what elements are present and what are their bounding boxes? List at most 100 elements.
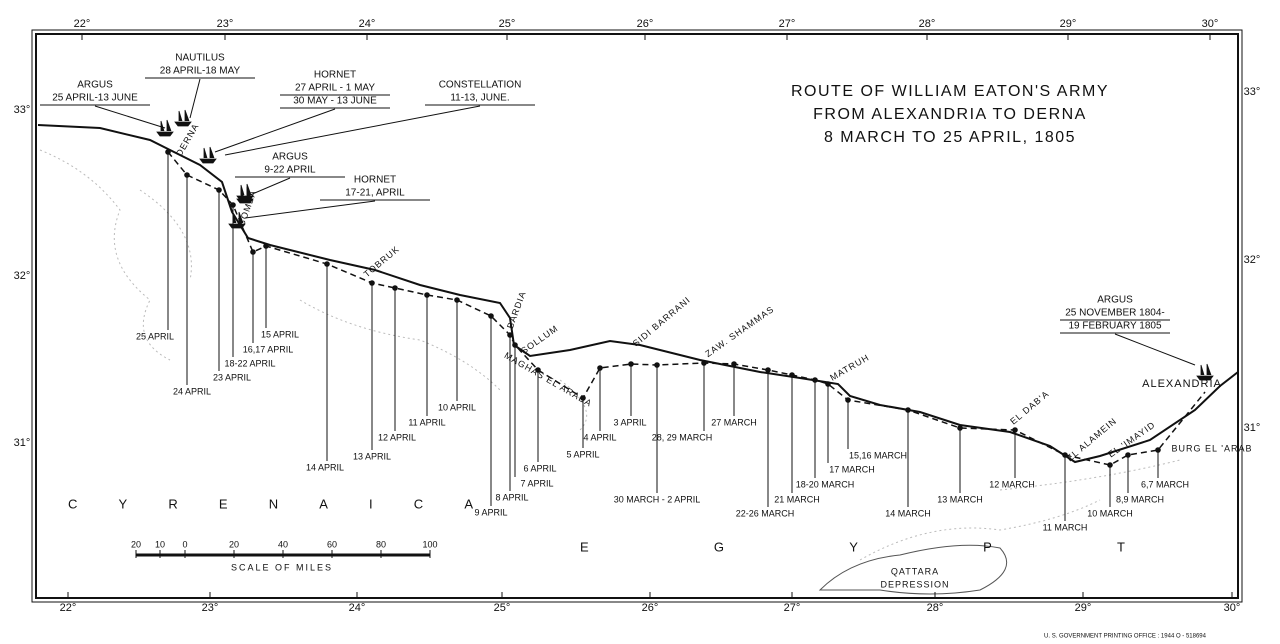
longitude-label: 27° <box>779 18 796 30</box>
ship-name: ARGUS <box>77 80 113 91</box>
date-label: 9 APRIL <box>474 507 507 517</box>
camp-dot <box>1125 452 1131 458</box>
outer-frame <box>31 29 1243 603</box>
ship-arrow <box>1114 333 1196 366</box>
ship-name: ARGUS <box>272 152 308 163</box>
camp-dot <box>597 365 603 371</box>
title-line: ROUTE OF WILLIAM EATON'S ARMY <box>791 83 1109 100</box>
camp-dot <box>701 360 707 366</box>
longitude-label: 24° <box>359 18 376 30</box>
camp-dot <box>392 285 398 291</box>
camp-dot <box>535 367 541 373</box>
date-label: 18-20 MARCH <box>796 479 855 489</box>
region-name: EGYPT <box>580 539 1125 554</box>
scale-tick-label: 60 <box>327 539 337 549</box>
ship-arrow <box>244 200 376 219</box>
camp-dot <box>905 407 911 413</box>
scale-tick-label: 40 <box>278 539 288 549</box>
title-line: FROM ALEXANDRIA TO DERNA <box>813 106 1087 123</box>
map-frame <box>35 33 1239 599</box>
longitude-label: 24° <box>349 602 366 614</box>
place-name: BARDIA <box>505 290 528 331</box>
ship-arrow <box>94 105 166 129</box>
latitude-label: 33° <box>14 104 31 116</box>
camp-dot <box>216 187 222 193</box>
date-label: 14 MARCH <box>885 508 931 518</box>
date-label: 16,17 APRIL <box>243 344 294 354</box>
scale-tick-label: 20 <box>229 539 239 549</box>
date-label: 12 APRIL <box>378 432 416 442</box>
longitude-label: 23° <box>217 18 234 30</box>
date-label: 15,16 MARCH <box>849 450 907 460</box>
scale-tick-label: 80 <box>376 539 386 549</box>
ship-icon <box>1196 363 1214 381</box>
camp-dot <box>580 395 586 401</box>
ship-icon <box>156 119 174 137</box>
date-label: 6 APRIL <box>523 463 556 473</box>
ship-dates: 25 NOVEMBER 1804- <box>1065 308 1165 319</box>
camp-dot <box>488 313 494 319</box>
date-label: 10 APRIL <box>438 402 476 412</box>
longitude-label: 26° <box>637 18 654 30</box>
date-label: 8,9 MARCH <box>1116 494 1164 504</box>
camp-dot <box>957 425 963 431</box>
ship-name: ARGUS <box>1097 295 1133 306</box>
ship-dates: 25 APRIL-13 JUNE <box>52 93 138 104</box>
ship-dates: 17-21, APRIL <box>345 188 405 199</box>
region-name: CYRENAICA <box>68 496 473 511</box>
place-name: ALEXANDRIA <box>1142 378 1222 390</box>
camp-dot <box>165 149 171 155</box>
ship-arrow <box>214 108 336 153</box>
longitude-label: 28° <box>927 602 944 614</box>
place-name: EL DAB'A <box>1008 388 1051 426</box>
ship-name: NAUTILUS <box>175 53 225 64</box>
date-label: 23 APRIL <box>213 372 251 382</box>
date-label: 4 APRIL <box>583 432 616 442</box>
place-name: MAGHAS EL ARABA <box>503 350 594 409</box>
ship-name: HORNET <box>314 70 356 81</box>
latitude-label: 32° <box>1244 254 1261 266</box>
longitude-label: 29° <box>1075 602 1092 614</box>
date-label: 3 APRIL <box>613 417 646 427</box>
longitude-label: 28° <box>919 18 936 30</box>
longitude-label: 23° <box>202 602 219 614</box>
ship-dates: 19 FEBRUARY 1805 <box>1068 321 1161 332</box>
latitude-label: 31° <box>1244 422 1261 434</box>
camp-dot <box>825 381 831 387</box>
camp-dot <box>1012 427 1018 433</box>
date-label: 27 MARCH <box>711 417 757 427</box>
camp-dot <box>263 243 269 249</box>
longitude-label: 30° <box>1202 18 1219 30</box>
date-label: 22-26 MARCH <box>736 508 795 518</box>
camp-dot <box>765 367 771 373</box>
date-label: 5 APRIL <box>566 449 599 459</box>
place-name: SIDI BARRANI <box>631 295 693 349</box>
date-label: 18-22 APRIL <box>224 358 275 368</box>
date-label: 11 MARCH <box>1043 522 1088 532</box>
ship-dates: 9-22 APRIL <box>264 165 316 176</box>
latitude-label: 33° <box>1244 86 1261 98</box>
scale-tick-label: 100 <box>422 539 437 549</box>
camp-dot <box>1062 452 1068 458</box>
camp-dot <box>1155 447 1161 453</box>
place-name: BURG EL 'ARAB <box>1172 443 1253 453</box>
longitude-label: 25° <box>499 18 516 30</box>
camp-dot <box>731 361 737 367</box>
scale-label: SCALE OF MILES <box>231 562 333 572</box>
place-name: TOBRUK <box>362 244 402 280</box>
route <box>167 151 1206 466</box>
latitude-label: 31° <box>14 437 31 449</box>
date-label: 28, 29 MARCH <box>652 432 713 442</box>
camp-dot <box>324 261 330 267</box>
ship-icon <box>199 146 217 164</box>
qattara-outline <box>818 544 1008 595</box>
camp-dot <box>654 362 660 368</box>
ship-dates: 30 MAY - 13 JUNE <box>293 96 377 107</box>
date-label: 24 APRIL <box>173 386 211 396</box>
camp-dot <box>628 361 634 367</box>
longitude-label: 29° <box>1060 18 1077 30</box>
longitude-label: 22° <box>60 602 77 614</box>
ship-name: CONSTELLATION <box>439 80 522 91</box>
place-name: ZAW. SHAMMAS <box>703 304 776 359</box>
date-label: 7 APRIL <box>520 478 553 488</box>
